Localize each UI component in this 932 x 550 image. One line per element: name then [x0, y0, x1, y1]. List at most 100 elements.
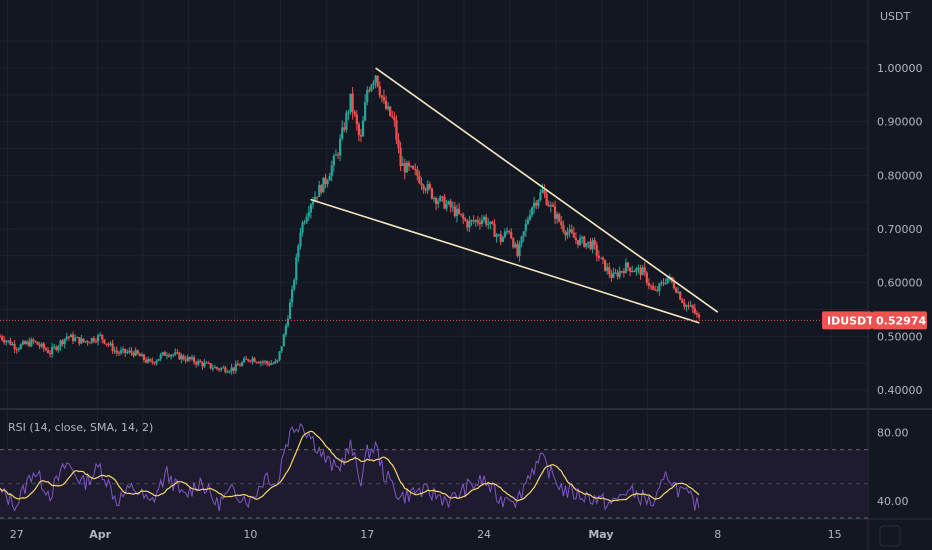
price-axis-tick-label: 0.60000: [877, 277, 923, 290]
candle-body: [568, 229, 571, 233]
candle-body: [426, 183, 429, 191]
candle-body: [439, 196, 442, 202]
candle-body: [620, 271, 623, 273]
candle-body: [453, 206, 456, 217]
candle-body: [643, 267, 646, 273]
candle-body: [353, 111, 356, 115]
candle-body: [155, 360, 158, 364]
candle-body: [449, 201, 452, 208]
candle-body: [117, 352, 121, 354]
candle-body: [614, 272, 617, 274]
candle-body: [261, 361, 265, 363]
candle-body: [393, 117, 396, 121]
candle-body: [169, 354, 173, 357]
upper-trendline[interactable]: [375, 67, 719, 313]
candle-body: [255, 362, 258, 364]
candle-body: [149, 358, 152, 361]
candle-body: [5, 341, 8, 343]
candle-body: [366, 89, 369, 103]
candle-body: [122, 348, 125, 351]
candle-body: [399, 147, 402, 166]
candle-body: [251, 358, 254, 361]
chart-settings-icon[interactable]: [879, 525, 901, 547]
candle-body: [55, 346, 58, 350]
candle-body: [282, 334, 285, 347]
candle-body: [445, 203, 448, 209]
candle-body: [203, 362, 206, 367]
candle-body: [412, 166, 415, 169]
candle-body: [389, 106, 392, 116]
candle-body: [215, 367, 219, 369]
candle-body: [512, 238, 515, 248]
candle-body: [514, 244, 517, 248]
candle-body: [132, 352, 135, 356]
candle-body: [599, 257, 603, 259]
candle-body: [560, 221, 563, 226]
candle-body: [30, 339, 33, 347]
candle-body: [386, 106, 390, 109]
candle-body: [382, 97, 386, 101]
candle-body: [378, 86, 381, 96]
candle-body: [551, 204, 555, 207]
candle-body: [518, 243, 521, 257]
candle-body: [249, 360, 252, 362]
candle-body: [610, 274, 613, 278]
candle-body: [666, 277, 669, 284]
candle-body: [336, 154, 340, 156]
time-axis-tick-label: 27: [10, 528, 24, 541]
candle-body: [562, 225, 565, 232]
candle-body: [689, 305, 692, 307]
candle-body: [291, 289, 294, 303]
candle-body: [589, 241, 592, 250]
candle-body: [374, 75, 377, 83]
rsi-legend-label[interactable]: RSI (14, close, SMA, 14, 2): [8, 421, 153, 434]
candle-body: [42, 343, 45, 349]
candle-body: [618, 271, 621, 277]
candle-body: [40, 343, 43, 347]
candle-body: [48, 353, 52, 355]
candle-body: [313, 196, 317, 202]
price-axis-tick-label: 1.00000: [877, 62, 923, 75]
candle-body: [631, 271, 634, 273]
candle-body: [391, 115, 394, 118]
candle-body: [649, 285, 653, 287]
last-price-badge[interactable]: [872, 311, 927, 330]
symbol-badge[interactable]: [822, 311, 872, 330]
candle-body: [190, 357, 194, 360]
candle-body: [641, 267, 644, 276]
candle-body: [326, 180, 329, 185]
rsi-line: [0, 422, 700, 512]
candle-body: [245, 358, 248, 360]
candle-body: [243, 358, 246, 363]
candle-body: [320, 185, 323, 193]
candle-body: [474, 220, 477, 222]
candle-body: [553, 206, 557, 219]
candle-body: [616, 272, 619, 277]
candle-body: [311, 201, 315, 205]
lower-trendline[interactable]: [310, 198, 700, 324]
candle-body: [416, 169, 419, 176]
candle-body: [695, 313, 699, 315]
rsi-ma-line: [0, 430, 700, 502]
candle-body: [679, 291, 682, 300]
candle-body: [547, 204, 550, 207]
candle-body: [581, 236, 584, 239]
candle-body: [142, 354, 146, 360]
candle-body: [136, 350, 139, 354]
candle-body: [11, 343, 14, 346]
candle-body: [178, 352, 181, 360]
candle-body: [593, 240, 596, 245]
candle-body: [405, 162, 408, 173]
candle-body: [322, 177, 325, 193]
candle-body: [7, 340, 10, 342]
candle-body: [677, 291, 680, 293]
candle-body: [278, 351, 281, 360]
candle-body: [693, 308, 696, 314]
candle-body: [32, 339, 35, 341]
candle-body: [622, 271, 625, 273]
candle-body: [316, 196, 319, 198]
candle-body: [451, 206, 454, 208]
candle-body: [401, 163, 404, 166]
